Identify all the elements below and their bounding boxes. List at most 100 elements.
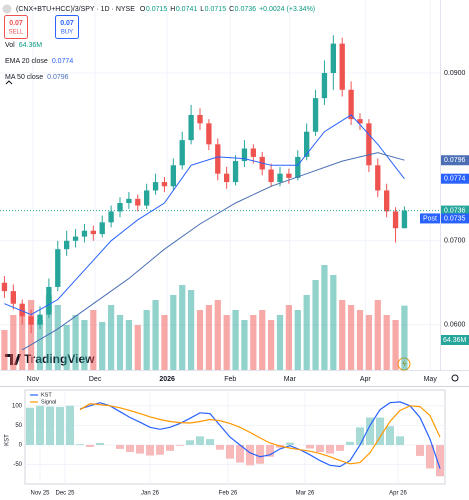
histogram-bar xyxy=(236,444,244,463)
buy-price: 0.07 xyxy=(60,20,74,27)
candle-body xyxy=(19,303,25,317)
indicator-line xyxy=(4,114,405,316)
candle-body xyxy=(375,165,381,191)
header-text: 0.0796 xyxy=(47,74,69,81)
candle-body xyxy=(126,198,132,204)
histogram-bar xyxy=(46,406,54,445)
volume-bar xyxy=(1,330,8,370)
candle-body xyxy=(1,282,8,292)
x-tick-label: May xyxy=(424,376,438,383)
volume-bar xyxy=(383,315,390,370)
candle-body xyxy=(304,131,310,157)
histogram-bar xyxy=(86,444,94,447)
volume-bar xyxy=(81,320,88,370)
volume-tag-box xyxy=(441,335,469,345)
candle-body xyxy=(268,169,274,183)
post-tag-box xyxy=(441,213,469,224)
header-text: C xyxy=(229,6,234,13)
candle-body xyxy=(330,43,336,73)
candle-body xyxy=(206,123,212,145)
candle-body xyxy=(46,286,52,315)
candle-body xyxy=(72,236,79,241)
histogram-bar xyxy=(96,443,104,445)
settings-icon[interactable] xyxy=(451,374,459,382)
volume-bar xyxy=(330,275,337,370)
volume-bar xyxy=(268,320,275,370)
histogram-bar xyxy=(426,444,434,469)
candle-body xyxy=(144,190,150,206)
buy-button[interactable] xyxy=(55,15,79,39)
candle-body xyxy=(188,114,194,141)
volume-bar xyxy=(116,315,124,370)
x-tick-label: Feb xyxy=(224,376,236,383)
header-text: Vol xyxy=(5,42,15,49)
histogram-bar xyxy=(166,444,174,451)
symbol-icon xyxy=(2,4,12,14)
volume-bar xyxy=(392,320,399,370)
volume-bar xyxy=(276,315,284,370)
volume-bar xyxy=(28,300,35,370)
ema-tag-box xyxy=(441,173,469,184)
x-tick-label: Mar 26 xyxy=(296,491,315,497)
volume-bar xyxy=(259,310,266,370)
candle-body xyxy=(250,148,256,157)
candle-body xyxy=(241,148,248,162)
candle-body xyxy=(10,291,16,304)
volume-bar xyxy=(285,305,292,370)
histogram-bar xyxy=(386,426,394,445)
sell-button[interactable] xyxy=(4,15,28,39)
header-text: 0.0715 xyxy=(146,6,168,13)
x-tick-label: Dec xyxy=(89,376,102,383)
x-tick-label: Jan 26 xyxy=(141,491,160,497)
header-text: 0.0736 xyxy=(235,6,257,13)
histogram-bar xyxy=(156,444,164,455)
post-label: Post xyxy=(423,215,437,222)
histogram-bar xyxy=(126,444,134,453)
candle-body xyxy=(232,161,239,183)
y-tick-label: 50 xyxy=(15,423,22,429)
histogram-bar xyxy=(246,444,254,466)
histogram-bar xyxy=(346,441,354,445)
x-tick-label: Dec 25 xyxy=(55,491,75,497)
y-tick-label: 0.0600 xyxy=(444,322,466,329)
candle-body xyxy=(152,182,159,191)
kst-line xyxy=(79,401,441,469)
y-tick-label: 0.0700 xyxy=(444,238,466,245)
header-text: L xyxy=(200,6,204,13)
header-text: MA 50 close xyxy=(5,74,43,81)
post-tag: 0.0735 xyxy=(444,215,466,222)
candle-body xyxy=(64,240,70,250)
volume-bar xyxy=(19,310,26,370)
header-text: 0.0741 xyxy=(176,6,198,13)
histogram-bar xyxy=(146,444,154,456)
x-tick-label: 2026 xyxy=(159,376,175,383)
candle-body xyxy=(108,211,114,223)
candle-body xyxy=(81,230,88,237)
candle-body xyxy=(161,182,168,187)
buy-label: BUY xyxy=(61,30,73,36)
volume-tag: 64.36M xyxy=(443,337,467,344)
histogram-bar xyxy=(336,444,344,451)
collapse-icon[interactable] xyxy=(5,80,13,85)
histogram-bar xyxy=(196,436,204,445)
header-text: 0.0715 xyxy=(205,6,227,13)
volume-bar xyxy=(90,310,97,370)
candle-body xyxy=(321,72,328,99)
histogram-bar xyxy=(36,405,44,445)
volume-bar xyxy=(401,305,408,370)
candle-body xyxy=(197,114,203,124)
histogram-bar xyxy=(206,439,214,445)
ma-tag-box xyxy=(441,155,469,166)
candle-body xyxy=(37,314,43,325)
volume-bar xyxy=(54,305,61,370)
histogram-bar xyxy=(116,444,124,449)
kst-frame xyxy=(24,389,446,485)
candle-body xyxy=(90,230,96,235)
volume-bar xyxy=(134,325,141,370)
legend-label: Signal xyxy=(41,399,56,405)
volume-bar xyxy=(170,295,177,370)
x-tick-label: Apr xyxy=(360,376,372,383)
candle-body xyxy=(99,222,105,235)
